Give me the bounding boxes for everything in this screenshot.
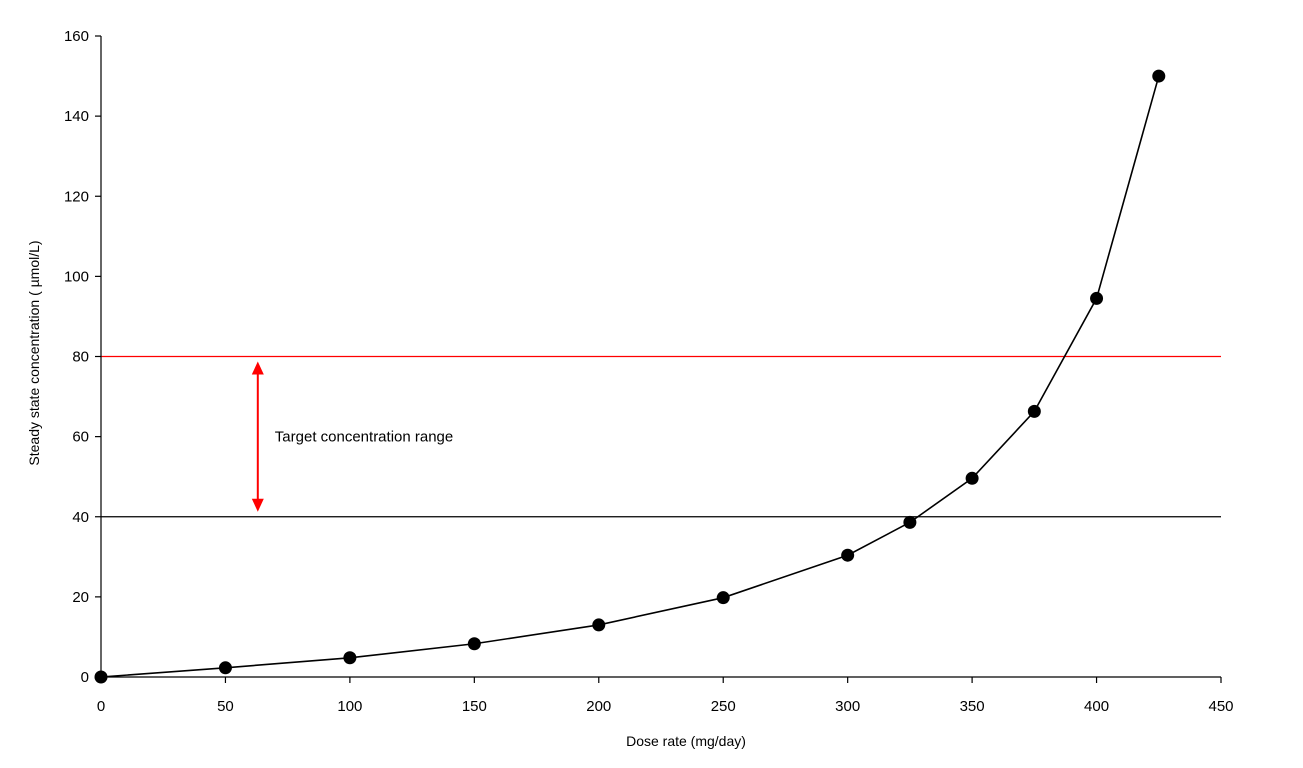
data-point [1027, 404, 1041, 418]
y-tick-label: 140 [64, 108, 89, 125]
data-point [1152, 69, 1166, 83]
y-tick-label: 60 [72, 429, 89, 446]
data-point [343, 651, 357, 665]
reference-lines [101, 355, 1221, 518]
x-tick-label: 50 [217, 698, 234, 715]
y-axis-title: Steady state concentration ( µmol/L) [26, 240, 42, 465]
data-point [841, 548, 855, 562]
target-range-label: Target concentration range [275, 429, 453, 446]
y-tick-label: 20 [72, 589, 89, 606]
data-point [1090, 291, 1104, 305]
y-tick-label: 80 [72, 349, 89, 366]
x-tick-label: 400 [1084, 698, 1109, 715]
y-tick-label: 0 [81, 669, 89, 686]
x-tick-label: 150 [462, 698, 487, 715]
y-tick-label: 160 [64, 28, 89, 45]
target-range-arrowhead-bottom [251, 498, 264, 512]
x-tick-label: 250 [711, 698, 736, 715]
y-tick-label: 120 [64, 188, 89, 205]
x-tick-label: 0 [97, 698, 105, 715]
x-tick-label: 200 [586, 698, 611, 715]
x-axis-title: Dose rate (mg/day) [626, 733, 746, 749]
y-tick-label: 100 [64, 268, 89, 285]
x-tick-label: 100 [337, 698, 362, 715]
data-point [218, 661, 232, 675]
x-tick-label: 300 [835, 698, 860, 715]
data-point [716, 591, 730, 605]
data-point [965, 471, 979, 485]
target-range-annotation: Target concentration range [251, 361, 453, 512]
data-point [467, 637, 481, 651]
x-tick-label: 350 [960, 698, 985, 715]
data-point [592, 618, 606, 632]
data-series [94, 69, 1166, 684]
y-tick-label: 40 [72, 509, 89, 526]
series-line [100, 75, 1160, 678]
axis-ticks: 0 20 40 60 80 100 120 140 160 0 50 100 150 200 250 300 3… [64, 28, 1234, 715]
data-point [903, 515, 917, 529]
x-tick-label: 450 [1208, 698, 1233, 715]
data-point [94, 670, 108, 684]
target-range-arrowhead-top [251, 361, 264, 375]
